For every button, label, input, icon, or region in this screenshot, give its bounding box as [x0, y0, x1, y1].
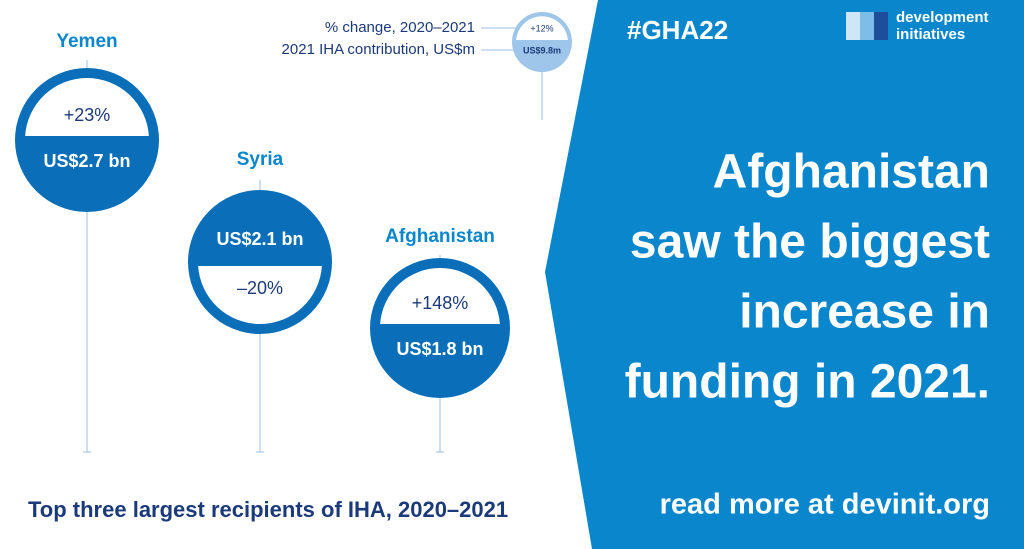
headline-line: funding in 2021. — [625, 356, 990, 409]
hashtag: #GHA22 — [627, 15, 728, 45]
headline-line: increase in — [739, 286, 990, 339]
logo-text: initiatives — [896, 26, 965, 43]
country-label: Afghanistan — [385, 226, 495, 247]
headline-line: Afghanistan — [713, 146, 990, 199]
headline-line: saw the biggest — [630, 216, 990, 269]
bubble-cap — [380, 268, 500, 324]
change-label: +148% — [412, 293, 469, 313]
legend-change: +12% — [530, 23, 553, 33]
legend: % change, 2020–2021 2021 IHA contributio… — [282, 12, 572, 120]
logo-block — [874, 12, 888, 40]
bubbles: +23% US$2.7 bn Yemen –20% US$2.1 bn Syria +148… — [15, 31, 510, 453]
headline: Afghanistan saw the biggest increase in fun… — [625, 146, 990, 409]
change-label: +23% — [64, 105, 111, 125]
caption: Top three largest recipients of IHA, 202… — [28, 497, 508, 522]
legend-value-label: 2021 IHA contribution, US$m — [282, 41, 475, 58]
bubble-cap — [25, 78, 149, 136]
value-label: US$2.7 bn — [43, 151, 130, 171]
link: read more at devinit.org — [660, 489, 990, 521]
value-label: US$1.8 bn — [396, 339, 483, 359]
country-label: Syria — [237, 149, 284, 170]
logo-icon — [846, 12, 888, 40]
legend-cap — [516, 16, 568, 40]
logo-block — [860, 12, 874, 40]
logo-text: development — [896, 9, 989, 26]
blue-panel — [545, 0, 1024, 549]
legend-change-label: % change, 2020–2021 — [325, 19, 475, 36]
value-label: US$2.1 bn — [216, 229, 303, 249]
logo-block — [846, 12, 860, 40]
legend-value: US$9.8m — [523, 45, 561, 55]
country-label: Yemen — [56, 31, 117, 52]
bubble-cap — [198, 266, 322, 325]
change-label: –20% — [237, 278, 283, 298]
